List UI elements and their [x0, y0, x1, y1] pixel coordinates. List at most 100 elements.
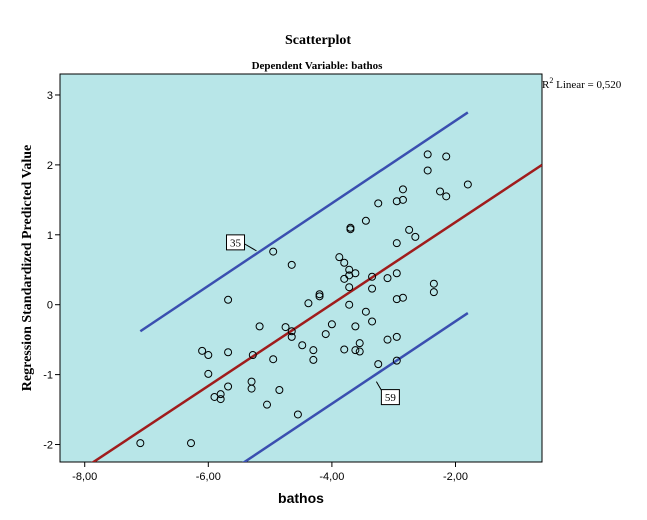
data-point — [361, 216, 370, 225]
data-point — [398, 293, 407, 302]
y-tick-label: 1 — [47, 230, 53, 242]
x-tick-label: -4,00 — [319, 471, 344, 483]
data-point — [263, 400, 272, 409]
data-point — [269, 355, 278, 364]
data-point — [247, 384, 256, 393]
data-point — [392, 356, 401, 365]
data-point — [398, 185, 407, 194]
point-label-box — [380, 389, 400, 406]
r2-label: R2 Linear = 0,520 — [542, 76, 622, 91]
plot-area — [59, 73, 543, 463]
data-point — [345, 265, 354, 274]
point-label-box — [226, 234, 246, 251]
data-point — [355, 339, 364, 348]
lower-interval-line — [242, 312, 469, 462]
data-point — [309, 346, 318, 355]
data-point — [463, 180, 472, 189]
data-point — [187, 439, 196, 448]
data-point — [309, 355, 318, 364]
data-point — [315, 292, 324, 301]
x-axis-title: bathos — [278, 490, 324, 506]
data-point — [392, 239, 401, 248]
data-point — [351, 322, 360, 331]
data-point — [204, 351, 213, 360]
data-point — [224, 348, 233, 357]
data-point — [405, 225, 414, 234]
data-point — [321, 330, 330, 339]
data-point — [287, 327, 296, 336]
r2-label-prefix: R — [542, 79, 550, 91]
data-point — [224, 382, 233, 391]
axes: -2 -1 0 1 2 3 -8,00 -6,00 -4,00 -2,00 — [43, 90, 468, 483]
data-point — [392, 295, 401, 304]
point-label-leader — [244, 243, 257, 252]
data-point — [346, 223, 355, 232]
data-point — [423, 150, 432, 159]
data-point — [374, 360, 383, 369]
data-point — [216, 390, 225, 399]
data-point — [355, 347, 364, 356]
data-point — [392, 269, 401, 278]
data-point — [293, 410, 302, 419]
data-point — [442, 152, 451, 161]
data-point — [216, 395, 225, 404]
data-point — [345, 283, 354, 292]
data-point — [368, 284, 377, 293]
data-point — [442, 192, 451, 201]
data-point — [327, 320, 336, 329]
data-point — [436, 187, 445, 196]
data-point — [429, 279, 438, 288]
data-points — [136, 150, 472, 448]
data-point — [340, 345, 349, 354]
data-point — [287, 332, 296, 341]
data-point — [368, 317, 377, 326]
x-tick-label: -6,00 — [196, 471, 221, 483]
point-labels: 35 59 — [226, 234, 400, 406]
r2-label-superscript: 2 — [549, 76, 553, 85]
chart-subtitle: Dependent Variable: bathos — [252, 60, 384, 72]
upper-interval-line — [139, 111, 469, 333]
data-point — [224, 295, 233, 304]
y-tick-label: -2 — [43, 440, 53, 452]
data-point — [298, 341, 307, 350]
y-axis-title: Regression Standardized Predicted Value — [20, 145, 35, 391]
data-point — [351, 346, 360, 355]
fit-line — [91, 163, 542, 462]
data-point — [383, 335, 392, 344]
data-point — [392, 197, 401, 206]
r2-label-text: Linear = 0,520 — [553, 79, 621, 91]
point-label-text: 35 — [230, 237, 242, 249]
y-tick-label: -1 — [43, 370, 53, 382]
y-tick-label: 3 — [47, 90, 53, 102]
data-point — [204, 369, 213, 378]
data-point — [351, 269, 360, 278]
x-tick-label: -2,00 — [443, 471, 468, 483]
data-point — [345, 300, 354, 309]
y-tick-label: 0 — [47, 300, 53, 312]
data-point — [340, 258, 349, 267]
data-point — [335, 253, 344, 262]
chart-title: Scatterplot — [285, 33, 351, 48]
data-point — [361, 307, 370, 316]
data-point — [198, 346, 207, 355]
data-point — [281, 323, 290, 332]
point-label-text: 59 — [385, 392, 397, 404]
data-point — [423, 166, 432, 175]
data-point — [411, 232, 420, 241]
data-point — [374, 199, 383, 208]
data-point — [315, 290, 324, 299]
data-point — [368, 272, 377, 281]
x-tick-label: -8,00 — [72, 471, 97, 483]
data-point — [429, 288, 438, 297]
data-point — [383, 274, 392, 283]
data-point — [398, 195, 407, 204]
y-tick-label: 2 — [47, 160, 53, 172]
data-point — [269, 247, 278, 256]
data-point — [287, 260, 296, 269]
data-point — [255, 322, 264, 331]
data-point — [304, 299, 313, 308]
data-point — [275, 385, 284, 394]
data-point — [392, 332, 401, 341]
